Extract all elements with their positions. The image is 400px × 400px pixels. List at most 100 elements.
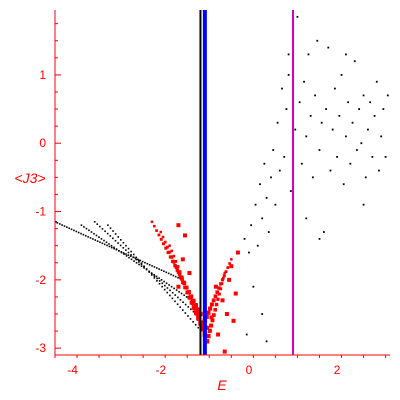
red-point bbox=[235, 250, 240, 255]
black-point bbox=[351, 121, 354, 124]
black-point bbox=[338, 114, 341, 117]
x-ticks: -4 -2 0 2 bbox=[54, 355, 387, 377]
band-point bbox=[170, 285, 173, 288]
band-point bbox=[177, 276, 179, 279]
black-point bbox=[298, 101, 301, 104]
black-point bbox=[256, 244, 259, 247]
black-point bbox=[380, 135, 383, 138]
black-point bbox=[358, 108, 361, 110]
black-point bbox=[259, 183, 261, 186]
black-point bbox=[311, 176, 314, 179]
band-point bbox=[180, 275, 184, 279]
band-point bbox=[127, 251, 130, 254]
band-point bbox=[133, 260, 135, 262]
band-point bbox=[112, 237, 114, 240]
band-point bbox=[80, 224, 83, 226]
band-point bbox=[137, 258, 139, 261]
red-point bbox=[233, 291, 238, 296]
band-point bbox=[184, 303, 187, 306]
red-point bbox=[176, 284, 181, 289]
band-point bbox=[174, 265, 178, 269]
black-point bbox=[362, 203, 365, 206]
black-point bbox=[278, 169, 281, 172]
black-point bbox=[289, 190, 292, 192]
band-point bbox=[160, 279, 163, 281]
black-point bbox=[325, 108, 327, 110]
band-point bbox=[172, 274, 175, 277]
black-point bbox=[318, 237, 321, 240]
band-point bbox=[176, 265, 180, 269]
red-point bbox=[231, 318, 236, 323]
band-point bbox=[163, 270, 165, 273]
black-point bbox=[371, 155, 374, 158]
red-point bbox=[222, 349, 227, 354]
band-point bbox=[99, 225, 101, 228]
band-point bbox=[190, 301, 195, 306]
band-point bbox=[139, 259, 142, 262]
band-point bbox=[228, 262, 231, 265]
band-point bbox=[140, 263, 143, 266]
band-point bbox=[96, 223, 99, 225]
band-point bbox=[186, 290, 191, 295]
band-point bbox=[151, 273, 153, 275]
band-point bbox=[220, 282, 224, 285]
band-point bbox=[66, 226, 68, 228]
black-point bbox=[382, 108, 385, 110]
black-point bbox=[243, 237, 246, 240]
band-point bbox=[158, 277, 160, 279]
band-point bbox=[163, 280, 165, 283]
band-point bbox=[82, 233, 85, 236]
band-point bbox=[95, 234, 98, 237]
black-point bbox=[356, 149, 358, 151]
band-point bbox=[213, 308, 217, 312]
black-point bbox=[265, 340, 268, 343]
band-point bbox=[132, 253, 135, 256]
black-point bbox=[261, 313, 264, 315]
band-point bbox=[181, 309, 184, 311]
black-point bbox=[283, 155, 286, 158]
band-point bbox=[152, 224, 156, 228]
black-point bbox=[252, 285, 255, 288]
black-point bbox=[254, 203, 257, 206]
band-point bbox=[148, 263, 151, 266]
band-point bbox=[166, 250, 170, 255]
band-point bbox=[111, 246, 113, 249]
band-point bbox=[170, 273, 172, 276]
band-point bbox=[73, 229, 75, 232]
band-point bbox=[158, 268, 160, 270]
band-point bbox=[163, 240, 167, 244]
red-point bbox=[191, 305, 196, 310]
band-point bbox=[108, 243, 110, 245]
axes bbox=[54, 10, 390, 356]
band-point bbox=[158, 282, 161, 285]
band-point bbox=[89, 237, 92, 239]
band-point bbox=[114, 239, 117, 242]
band-point bbox=[101, 242, 104, 245]
band-point bbox=[153, 277, 156, 279]
band-point bbox=[159, 237, 163, 241]
band-point bbox=[208, 306, 213, 311]
red-point bbox=[227, 277, 232, 282]
band-point bbox=[130, 254, 132, 256]
band-point bbox=[165, 245, 169, 249]
band-point bbox=[101, 228, 104, 230]
band-point bbox=[175, 268, 180, 272]
band-point bbox=[155, 229, 158, 232]
band-point bbox=[185, 296, 188, 298]
x-tick-label: -2 bbox=[155, 363, 166, 377]
band-point bbox=[117, 242, 119, 244]
band-point bbox=[144, 261, 146, 264]
black-point bbox=[300, 162, 303, 165]
y-ticks: 1 0 -1 -2 -3 bbox=[35, 23, 61, 355]
band-point bbox=[222, 276, 225, 280]
band-point bbox=[109, 227, 112, 229]
band-point bbox=[153, 266, 156, 268]
red-point bbox=[205, 325, 210, 330]
black-point bbox=[309, 114, 312, 117]
band-point bbox=[98, 236, 100, 238]
band-point bbox=[174, 259, 178, 263]
band-point bbox=[165, 271, 168, 274]
band-point bbox=[135, 261, 138, 264]
band-point bbox=[175, 289, 178, 291]
black-point bbox=[329, 169, 332, 172]
